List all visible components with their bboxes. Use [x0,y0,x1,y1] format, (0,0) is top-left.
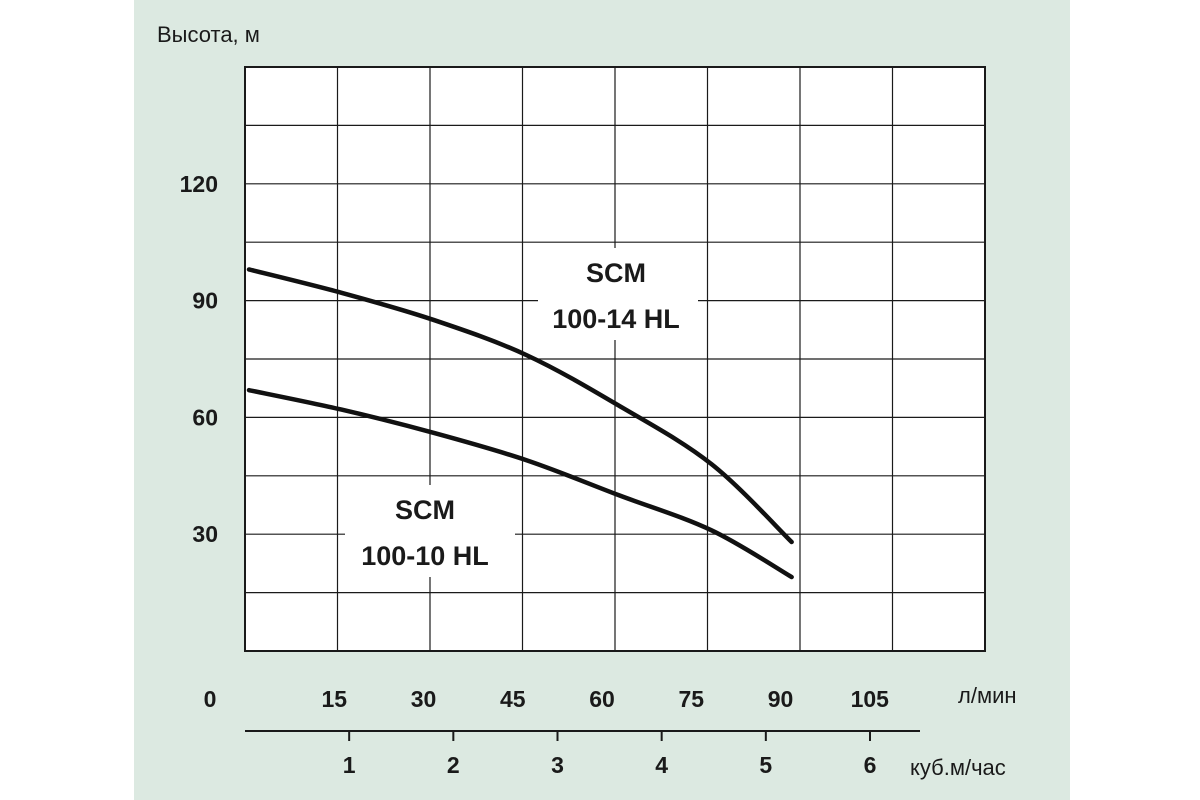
series-labels: SCM 100-14 HL SCM 100-10 HL [345,248,698,577]
x-tick-label: 75 [678,686,704,712]
x-axis-unit-secondary: куб.м/час [910,755,1006,780]
x-tick-label: 105 [851,686,890,712]
x-tick-label: 15 [321,686,347,712]
x-tick-label: 60 [589,686,615,712]
x-tick-label: 0 [204,686,217,712]
x-tick-labels-secondary: 1 2 3 4 5 6 [343,731,877,778]
series-label-background [345,485,515,577]
x2-tick-label: 3 [551,752,564,778]
curve-scm-100-10-hl [246,387,794,580]
series-label-line2: 100-14 HL [552,304,680,334]
x-tick-label: 45 [500,686,526,712]
series-label-background [538,248,698,340]
curves [246,267,794,580]
y-tick-label: 30 [192,521,218,547]
curve-scm-100-14-hl [246,267,794,545]
x-tick-label: 30 [411,686,437,712]
x2-tick-label: 2 [447,752,460,778]
y-tick-label: 60 [192,404,218,430]
series-label-line1: SCM [586,258,646,288]
y-tick-label: 90 [192,288,218,314]
series-label-line1: SCM [395,495,455,525]
y-axis-title: Высота, м [157,22,260,47]
y-tick-labels: 30 60 90 120 [180,171,218,547]
x2-tick-label: 4 [655,752,668,778]
x2-tick-label: 6 [864,752,877,778]
x-tick-labels-primary: 0 15 30 45 60 75 90 105 [204,686,890,712]
x-axis-unit-primary: л/мин [958,683,1017,708]
x2-tick-label: 1 [343,752,356,778]
x-tick-label: 90 [768,686,794,712]
series-label-line2: 100-10 HL [361,541,489,571]
y-tick-label: 120 [180,171,218,197]
x2-tick-label: 5 [759,752,772,778]
